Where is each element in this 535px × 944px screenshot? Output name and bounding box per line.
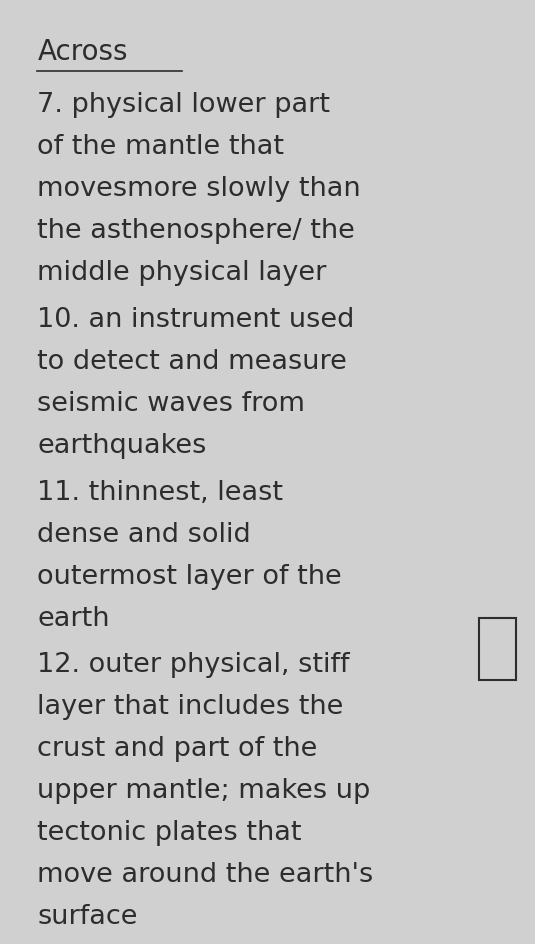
Text: the asthenosphere/ the: the asthenosphere/ the — [37, 218, 355, 244]
Text: surface: surface — [37, 904, 138, 930]
Text: 11. thinnest, least: 11. thinnest, least — [37, 480, 284, 506]
Text: 12. outer physical, stiff: 12. outer physical, stiff — [37, 652, 350, 678]
Text: earth: earth — [37, 605, 110, 632]
Text: to detect and measure: to detect and measure — [37, 349, 347, 375]
Text: move around the earth's: move around the earth's — [37, 862, 374, 888]
Text: crust and part of the: crust and part of the — [37, 736, 318, 762]
Text: 10. an instrument used: 10. an instrument used — [37, 307, 355, 333]
Text: upper mantle; makes up: upper mantle; makes up — [37, 778, 371, 804]
Text: tectonic plates that: tectonic plates that — [37, 820, 302, 846]
Text: of the mantle that: of the mantle that — [37, 134, 285, 160]
Text: earthquakes: earthquakes — [37, 433, 207, 459]
Text: seismic waves from: seismic waves from — [37, 391, 305, 417]
Text: Across: Across — [37, 38, 128, 66]
Text: middle physical layer: middle physical layer — [37, 261, 327, 286]
Text: 7. physical lower part: 7. physical lower part — [37, 93, 331, 118]
Text: layer that includes the: layer that includes the — [37, 694, 344, 720]
Text: movesmore slowly than: movesmore slowly than — [37, 177, 361, 202]
Text: outermost layer of the: outermost layer of the — [37, 564, 342, 590]
Text: dense and solid: dense and solid — [37, 522, 251, 548]
